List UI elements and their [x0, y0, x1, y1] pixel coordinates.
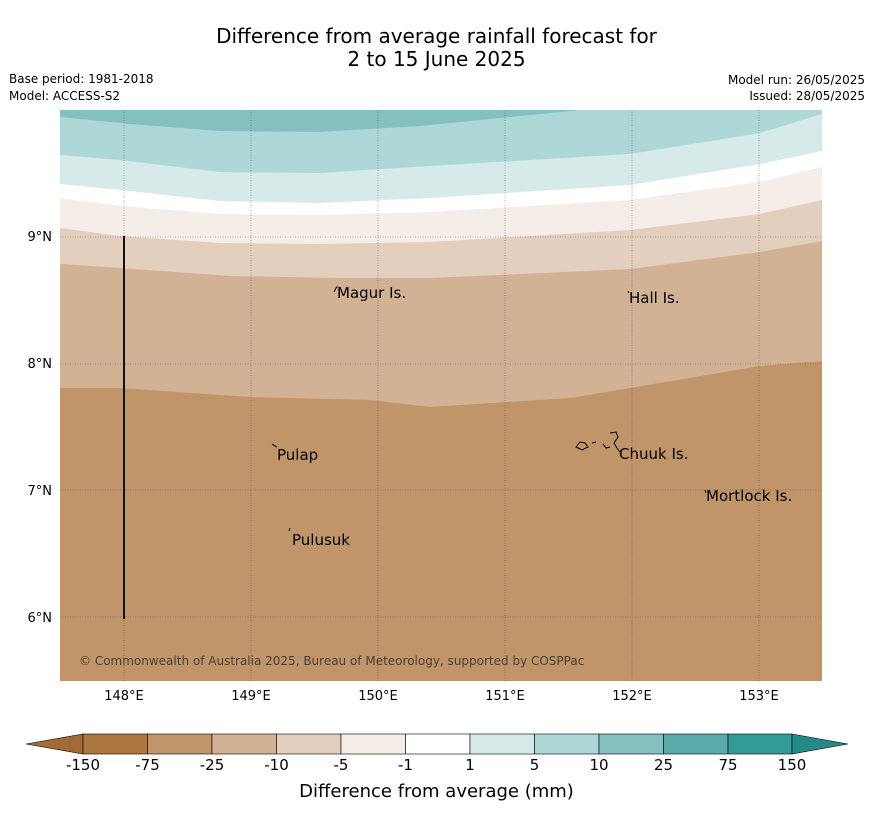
lon-label: 151°E — [485, 689, 525, 704]
lon-label: 152°E — [612, 689, 652, 704]
contour-fill-layer — [60, 110, 822, 681]
map-title-line2: 2 to 15 June 2025 — [347, 47, 526, 71]
lat-label: 6°N — [28, 611, 53, 626]
island-outlines — [271, 285, 707, 532]
colorbar-tick-label: 5 — [529, 756, 540, 774]
island-pulap — [271, 443, 278, 448]
colorbar — [25, 733, 849, 755]
colorbar-cell — [469, 733, 535, 755]
island-chuuk-3 — [602, 443, 611, 449]
island-hall — [627, 290, 630, 294]
island-chuuk-4 — [609, 431, 621, 453]
place-label-pulap: Pulap — [277, 446, 318, 464]
place-label-magur: Magur Is. — [337, 284, 406, 302]
colorbar-extend-high — [791, 733, 849, 755]
colorbar-tick-label: 10 — [589, 756, 609, 774]
copyright-note: © Commonwealth of Australia 2025, Bureau… — [79, 654, 584, 668]
place-label-chuuk: Chuuk Is. — [619, 445, 688, 463]
model-run-label: Model run: 26/05/2025 — [727, 73, 865, 87]
place-labels: Magur Is. Hall Is. Pulap Chuuk Is. Mortl… — [277, 284, 792, 549]
colorbar-tick-label: -1 — [398, 756, 413, 774]
island-pulusuk — [288, 527, 291, 532]
place-label-mortlock: Mortlock Is. — [706, 487, 792, 505]
model-label: Model: ACCESS-S2 — [9, 89, 121, 103]
colorbar-tick-label: 1 — [465, 756, 475, 774]
colorbar-cell — [727, 733, 793, 755]
colorbar-cell — [598, 733, 664, 755]
map-title-line1: Difference from average rainfall forecas… — [216, 24, 657, 48]
colorbar-cell — [534, 733, 600, 755]
colorbar-cell — [663, 733, 729, 755]
colorbar-tick-label: 25 — [653, 756, 674, 774]
issued-label: Issued: 28/05/2025 — [749, 89, 865, 103]
graticule — [60, 110, 822, 681]
lon-labels: 148°E 149°E 150°E 151°E 152°E 153°E — [104, 689, 779, 704]
lat-labels: 9°N 8°N 7°N 6°N — [28, 230, 53, 626]
island-mortlock — [704, 489, 707, 494]
colorbar-cell — [211, 733, 277, 755]
contour-band-10-25 — [60, 110, 580, 132]
place-label-hall: Hall Is. — [629, 289, 680, 307]
island-chuuk-1 — [575, 441, 589, 451]
lat-label: 7°N — [28, 484, 53, 499]
colorbar-tick-label: 75 — [718, 756, 738, 774]
lon-label: 153°E — [739, 689, 779, 704]
colorbar-tick-label: -75 — [135, 756, 160, 774]
colorbar-tick-label: 150 — [777, 756, 807, 774]
lat-label: 8°N — [28, 357, 53, 372]
colorbar-tick-label: -10 — [264, 756, 289, 774]
lon-label: 149°E — [231, 689, 271, 704]
colorbar-title: Difference from average (mm) — [299, 781, 574, 802]
colorbar-cell — [82, 733, 148, 755]
colorbar-cell — [405, 733, 471, 755]
colorbar-tick-label: -5 — [333, 756, 349, 774]
lon-label: 150°E — [358, 689, 398, 704]
island-magur — [333, 285, 339, 293]
colorbar-cell — [340, 733, 406, 755]
base-period-label: Base period: 1981-2018 — [9, 72, 154, 86]
lon-label: 148°E — [104, 689, 144, 704]
island-chuuk-2 — [591, 441, 597, 444]
colorbar-extend-low — [25, 733, 84, 755]
colorbar-tick-label: -25 — [199, 756, 225, 774]
colorbar-tick-label: -150 — [65, 756, 101, 774]
colorbar-cell — [147, 733, 213, 755]
place-label-pulusuk: Pulusuk — [292, 531, 350, 549]
lat-label: 9°N — [28, 230, 53, 245]
colorbar-cell — [276, 733, 342, 755]
